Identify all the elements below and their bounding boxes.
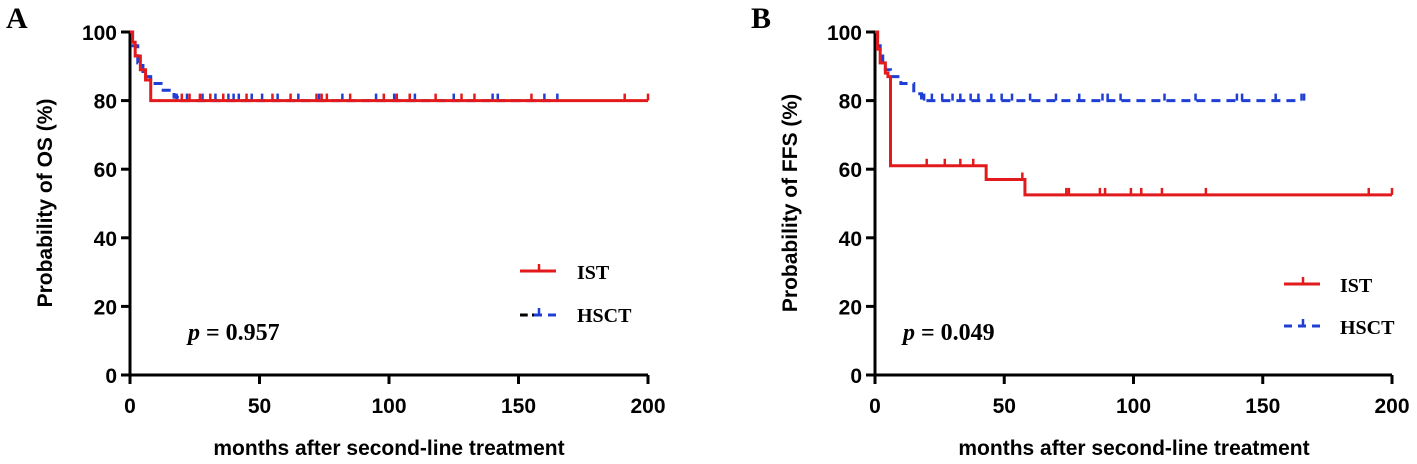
panel-a-hsct-curve <box>130 30 558 103</box>
panel-b-hsct-curve <box>875 30 1302 103</box>
panel-b-y-tick-label: 0 <box>850 365 862 388</box>
panel-a-x-tick-label: 50 <box>248 395 271 418</box>
panel-b-x-tick-label: 200 <box>1374 395 1409 418</box>
panel-b-y-tick-label: 80 <box>839 91 862 114</box>
panel-b-y-tick-label: 60 <box>839 159 862 182</box>
panel-b-legend-ist: IST <box>1340 275 1373 297</box>
panel-a-ist-curve <box>130 30 648 103</box>
panel-a-x-tick-label: 200 <box>630 395 665 418</box>
panel-b-x-tick-label: 100 <box>1116 395 1151 418</box>
panel-a-label: A <box>6 2 28 35</box>
panel-a-pvalue-prefix: p <box>186 320 200 346</box>
panel-a-x-tick-label: 150 <box>501 395 536 418</box>
panel-a-x-tick-label: 100 <box>371 395 406 418</box>
panel-b-pvalue: p = 0.049 <box>901 320 995 346</box>
panel-a-y-tick-label: 20 <box>94 296 117 319</box>
panel-a-y-tick-label: 80 <box>94 91 117 114</box>
panel-b-y-tick-label: 100 <box>827 22 862 45</box>
panel-a-ylabel: Probability of OS (%) <box>34 99 57 308</box>
panel-a-y-tick-label: 40 <box>94 228 117 251</box>
panel-a-pvalue-number: = 0.957 <box>206 320 280 346</box>
panel-b-x-tick-label: 50 <box>993 395 1016 418</box>
panel-a-legend-hsct: HSCT <box>577 305 632 327</box>
panel-b-ylabel: Probability of FFS (%) <box>779 94 802 312</box>
panel-a-xlabel: months after second-line treatment <box>213 437 564 460</box>
panel-a-y-tick-label: 0 <box>105 365 117 388</box>
panel-b-x-tick-label: 150 <box>1245 395 1280 418</box>
panel-b-xlabel: months after second-line treatment <box>958 437 1309 460</box>
panel-b-pvalue-number: = 0.049 <box>921 320 995 346</box>
panel-a-legend-ist: IST <box>577 262 610 284</box>
panel-a-pvalue: p = 0.957 <box>186 320 280 346</box>
panel-b-legend-hsct: HSCT <box>1340 317 1395 339</box>
panel-b-ist-curve <box>875 30 1392 197</box>
panel-b-y-tick-label: 40 <box>839 228 862 251</box>
panel-a-x-tick-label: 0 <box>124 395 136 418</box>
panel-b-label: B <box>751 2 771 35</box>
panel-b-pvalue-prefix: p <box>901 320 915 346</box>
panel-a-y-tick-label: 60 <box>94 159 117 182</box>
panel-b-y-tick-label: 20 <box>839 296 862 319</box>
panel-a-y-tick-label: 100 <box>82 22 117 45</box>
panel-b-x-tick-label: 0 <box>869 395 881 418</box>
